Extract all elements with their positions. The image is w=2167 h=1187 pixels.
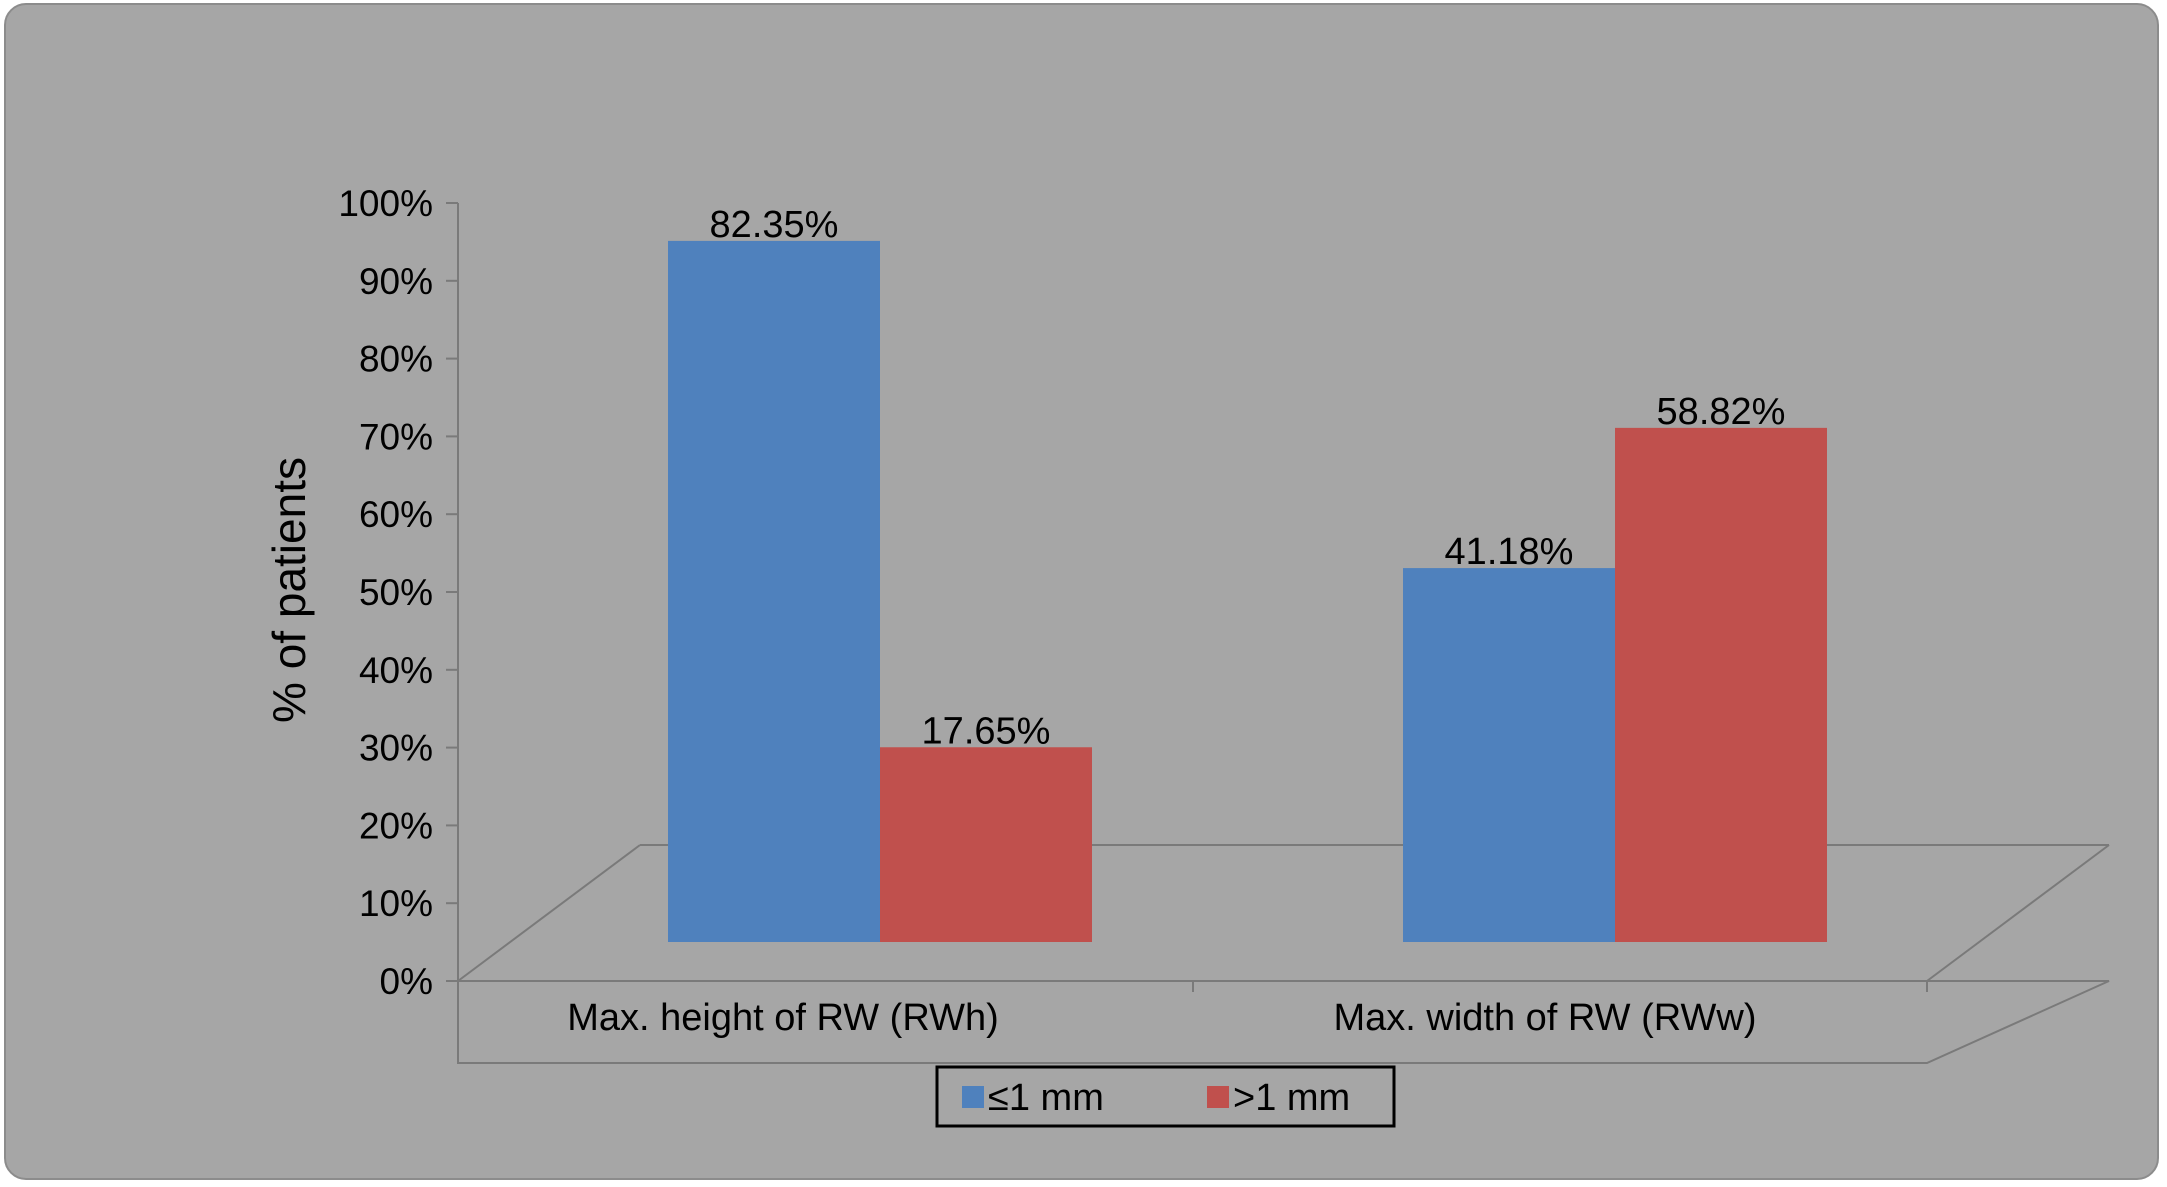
bar-le1mm-rww bbox=[1403, 568, 1615, 942]
y-tick-label: 60% bbox=[359, 494, 433, 535]
data-labels-group: 82.35% 41.18% 17.65% 58.82% bbox=[710, 204, 1786, 752]
y-tick-label: 50% bbox=[359, 572, 433, 613]
legend: ≤1 mm >1 mm bbox=[935, 1065, 1396, 1128]
y-axis-ticks: 0% 10% 20% 30% 40% 50% 60% 70% 80% 90% 100% bbox=[338, 183, 458, 1002]
legend-swatch-gt1mm bbox=[1207, 1086, 1229, 1108]
y-tick-label: 10% bbox=[359, 883, 433, 924]
legend-label-gt1mm: >1 mm bbox=[1233, 1077, 1350, 1119]
data-label: 82.35% bbox=[710, 204, 839, 246]
y-tick-label: 20% bbox=[359, 805, 433, 846]
bar-le1mm-rwh bbox=[668, 240, 880, 942]
y-axis-title: % of patients bbox=[263, 457, 315, 723]
y-tick-label: 80% bbox=[359, 339, 433, 380]
floor-right-edge bbox=[1926, 844, 2110, 982]
legend-box bbox=[935, 1065, 1396, 1128]
floor-left-edge bbox=[457, 844, 641, 982]
legend-swatch-le1mm bbox=[962, 1086, 984, 1108]
y-tick-label: 70% bbox=[359, 416, 433, 457]
y-tick-label: 30% bbox=[359, 728, 433, 769]
y-tick-label: 40% bbox=[359, 650, 433, 691]
y-tick-label: 0% bbox=[380, 961, 433, 1002]
y-tick-label: 100% bbox=[338, 183, 433, 224]
bars-group bbox=[668, 240, 1827, 942]
bar-gt1mm-rww bbox=[1615, 427, 1827, 942]
data-label: 58.82% bbox=[1657, 391, 1786, 433]
y-tick-label: 90% bbox=[359, 261, 433, 302]
data-label: 41.18% bbox=[1445, 531, 1574, 573]
category-label-rwh: Max. height of RW (RWh) bbox=[567, 997, 999, 1039]
category-label-rww: Max. width of RW (RWw) bbox=[1334, 997, 1757, 1039]
bar-gt1mm-rwh bbox=[880, 747, 1092, 942]
data-label: 17.65% bbox=[922, 710, 1051, 752]
x-axis-ticks bbox=[457, 981, 1928, 992]
legend-label-le1mm: ≤1 mm bbox=[988, 1077, 1104, 1119]
